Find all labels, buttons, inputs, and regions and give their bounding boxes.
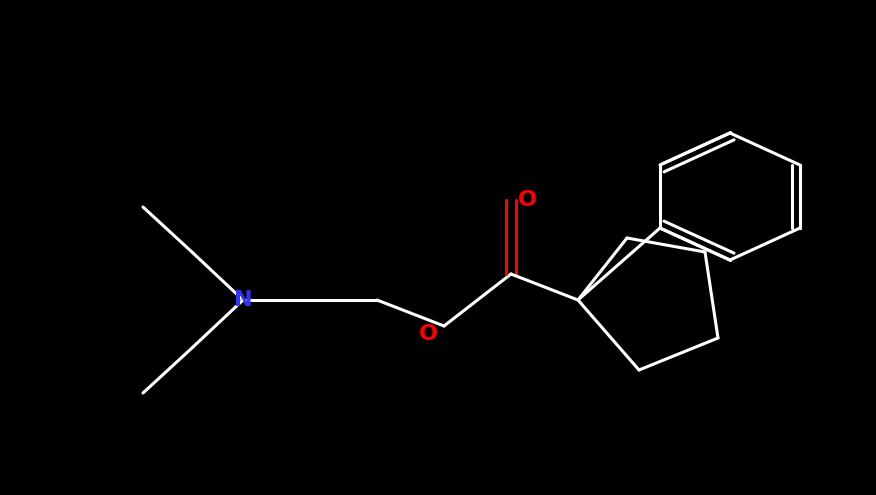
Text: N: N: [234, 290, 252, 310]
Text: O: O: [419, 324, 437, 344]
Text: O: O: [518, 190, 536, 210]
